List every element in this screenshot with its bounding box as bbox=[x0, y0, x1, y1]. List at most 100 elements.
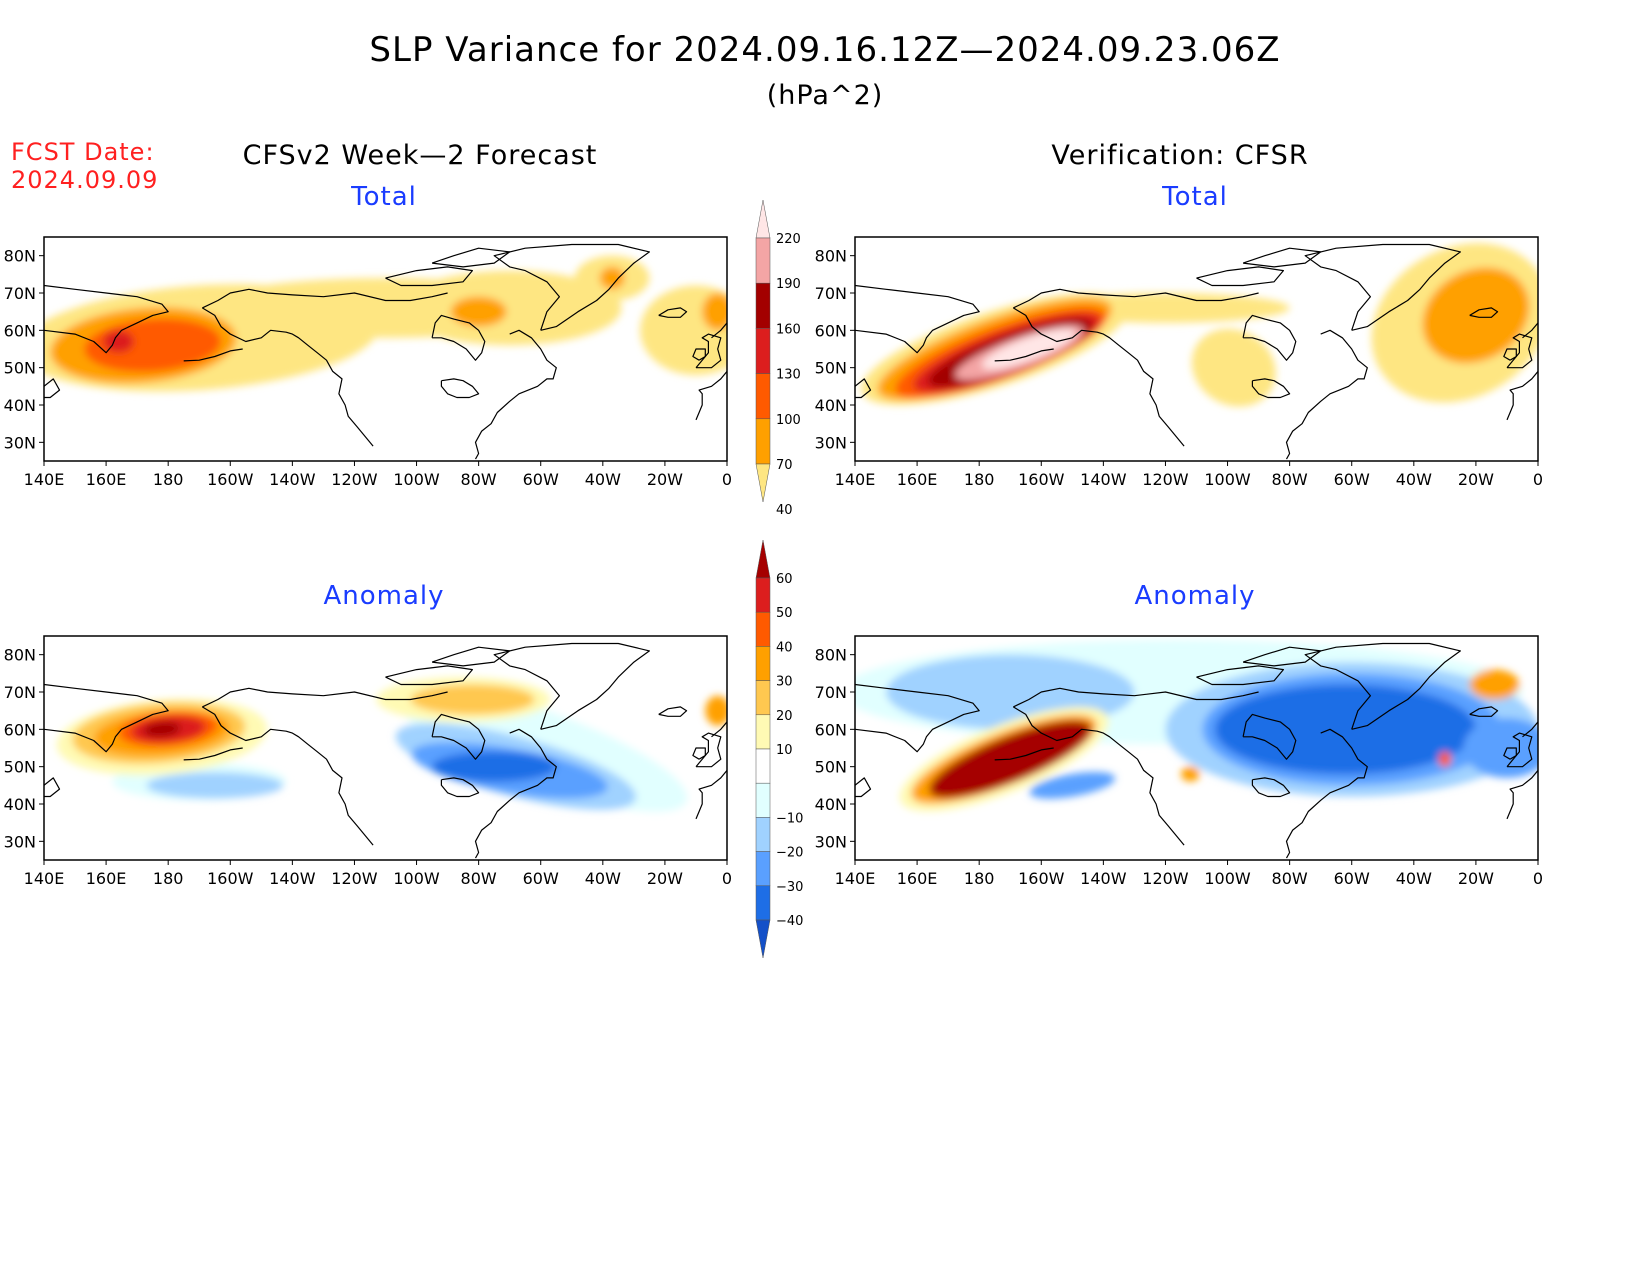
lon-tick-label: 80W bbox=[461, 470, 497, 489]
lon-tick-label: 160E bbox=[86, 470, 127, 489]
lon-tick-label: 120W bbox=[1142, 470, 1189, 489]
lon-tick-label: 160W bbox=[207, 869, 254, 888]
colorbar-swatch bbox=[755, 851, 771, 887]
coastline bbox=[658, 706, 688, 717]
lat-tick-label: 80N bbox=[815, 247, 847, 266]
lon-tick-label: 180 bbox=[153, 470, 184, 489]
band-minus-40 bbox=[1215, 684, 1476, 775]
coastline bbox=[855, 777, 872, 798]
panel-title-fcst-total: Total bbox=[351, 182, 417, 212]
coastline bbox=[183, 348, 243, 362]
lon-tick-label: 40W bbox=[1396, 470, 1432, 489]
colorbar-swatch bbox=[755, 282, 771, 329]
lat-tick-label: 40N bbox=[815, 396, 847, 415]
coastline bbox=[385, 665, 473, 686]
lat-tick-label: 40N bbox=[4, 795, 36, 814]
lat-tick-label: 30N bbox=[4, 832, 36, 851]
colorbar-anomaly-label: −20 bbox=[776, 846, 803, 861]
colorbar-swatch bbox=[755, 885, 771, 921]
colorbar-anomaly-label: −10 bbox=[776, 811, 803, 826]
coastline bbox=[1506, 333, 1533, 369]
coastline bbox=[474, 728, 557, 859]
colorbar-anomaly-label: 20 bbox=[776, 709, 793, 724]
lon-tick-label: 60W bbox=[1334, 470, 1370, 489]
colorbar-anomaly-label: 40 bbox=[776, 640, 793, 655]
map-frame bbox=[43, 236, 728, 462]
coastline bbox=[202, 687, 448, 708]
colorbar-swatch bbox=[755, 714, 771, 750]
coastline bbox=[1196, 665, 1284, 686]
colorbar-total: 220 190 160 130 100 70 40 bbox=[755, 199, 801, 518]
lat-tick-label: 60N bbox=[815, 720, 847, 739]
lat-tick-label: 70N bbox=[4, 284, 36, 303]
lon-tick-label: 160W bbox=[1018, 869, 1065, 888]
coastline bbox=[1304, 642, 1461, 730]
colorbar-anomaly-label: 10 bbox=[776, 743, 793, 758]
shading-layer bbox=[861, 243, 1538, 407]
colorbar-swatch bbox=[755, 373, 771, 420]
coastline bbox=[1013, 288, 1259, 309]
coastline bbox=[201, 307, 374, 447]
lat-tick-label: 40N bbox=[4, 396, 36, 415]
band-40-70 bbox=[1191, 328, 1276, 407]
colorbar-swatch bbox=[755, 418, 771, 465]
coastline bbox=[711, 721, 727, 738]
colorbar-total-label: 100 bbox=[776, 413, 801, 428]
lon-tick-label: 140W bbox=[1080, 470, 1127, 489]
lon-tick-label: 100W bbox=[1204, 869, 1251, 888]
lon-tick-label: 160E bbox=[86, 869, 127, 888]
coastline bbox=[1242, 646, 1322, 667]
lon-tick-label: 80W bbox=[1272, 470, 1308, 489]
lon-tick-label: 140W bbox=[1080, 869, 1127, 888]
panel-title-obs-total: Total bbox=[1162, 182, 1228, 212]
coastline bbox=[431, 314, 486, 361]
lon-tick-label: 100W bbox=[1204, 470, 1251, 489]
lat-tick-label: 80N bbox=[4, 646, 36, 665]
coastline bbox=[1242, 713, 1297, 760]
coastline bbox=[44, 284, 169, 354]
band-70-100 bbox=[599, 266, 625, 290]
coastline bbox=[1242, 247, 1322, 268]
coastline bbox=[1522, 721, 1538, 738]
lat-tick-label: 80N bbox=[4, 247, 36, 266]
map-frame bbox=[43, 635, 728, 861]
coastline bbox=[44, 777, 61, 798]
coastline bbox=[201, 706, 374, 846]
coastline bbox=[1251, 777, 1291, 798]
lat-tick-label: 70N bbox=[815, 284, 847, 303]
coastline bbox=[183, 747, 243, 761]
coastline bbox=[994, 348, 1054, 362]
coastline bbox=[695, 770, 727, 820]
band-30 bbox=[1469, 669, 1520, 700]
map-panel-fcst-anomaly: 140E 160E 180 160W 140W 120W 100W 80W 60W 40W 20W 0… bbox=[4, 635, 732, 888]
lon-tick-label: 80W bbox=[1272, 869, 1308, 888]
lon-tick-label: 180 bbox=[964, 470, 995, 489]
band-minus-20 bbox=[146, 772, 284, 799]
coastline bbox=[1012, 307, 1185, 447]
lat-tick-label: 60N bbox=[815, 321, 847, 340]
coastline bbox=[1285, 728, 1368, 859]
forecast-column-heading: CFSv2 Week—2 Forecast bbox=[242, 140, 598, 171]
coastline bbox=[1196, 266, 1284, 287]
map-panel-obs-anomaly: 140E 160E 180 160W 140W 120W 100W 80W 60W 40W 20W 0… bbox=[815, 635, 1543, 888]
coastline bbox=[440, 777, 480, 798]
lon-tick-label: 120W bbox=[1142, 869, 1189, 888]
lon-tick-label: 180 bbox=[153, 869, 184, 888]
lat-tick-label: 30N bbox=[815, 433, 847, 452]
band-70-100 bbox=[450, 296, 507, 327]
coastline bbox=[1304, 243, 1461, 331]
lon-tick-label: 140W bbox=[269, 470, 316, 489]
coastlines bbox=[44, 642, 727, 859]
colorbar-swatch bbox=[755, 328, 771, 374]
lat-tick-label: 60N bbox=[4, 720, 36, 739]
coastlines bbox=[44, 243, 727, 460]
colorbar-swatch bbox=[755, 817, 771, 852]
coastline bbox=[1506, 371, 1538, 421]
lon-tick-label: 40W bbox=[1396, 869, 1432, 888]
lon-tick-label: 20W bbox=[647, 869, 683, 888]
coastline bbox=[493, 642, 650, 730]
coastline bbox=[431, 247, 511, 268]
colorbar-total-label: 130 bbox=[776, 368, 801, 383]
map-frame bbox=[854, 236, 1539, 462]
lat-tick-label: 50N bbox=[815, 359, 847, 378]
